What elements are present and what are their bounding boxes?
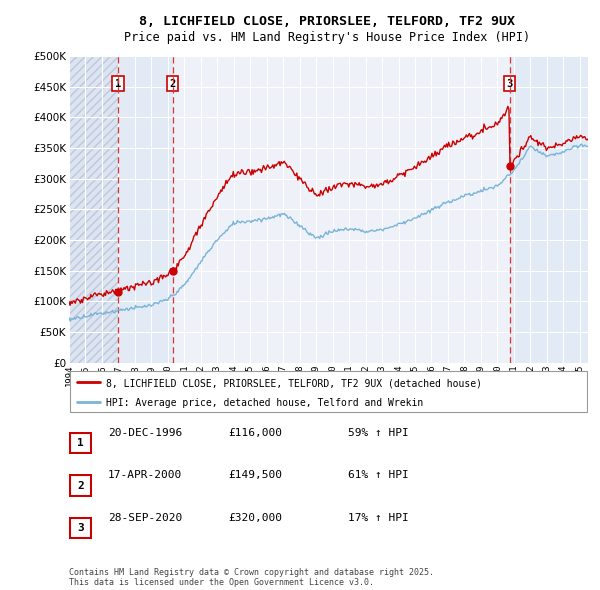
Text: 61% ↑ HPI: 61% ↑ HPI — [348, 470, 409, 480]
Text: 59% ↑ HPI: 59% ↑ HPI — [348, 428, 409, 438]
FancyBboxPatch shape — [70, 518, 91, 538]
Bar — [118, 56, 173, 363]
Text: 17-APR-2000: 17-APR-2000 — [108, 470, 182, 480]
Text: 17% ↑ HPI: 17% ↑ HPI — [348, 513, 409, 523]
FancyBboxPatch shape — [70, 371, 587, 412]
Text: 28-SEP-2020: 28-SEP-2020 — [108, 513, 182, 523]
Text: HPI: Average price, detached house, Telford and Wrekin: HPI: Average price, detached house, Telf… — [106, 398, 424, 408]
Text: £116,000: £116,000 — [228, 428, 282, 438]
Text: Contains HM Land Registry data © Crown copyright and database right 2025.: Contains HM Land Registry data © Crown c… — [69, 568, 434, 577]
Text: 8, LICHFIELD CLOSE, PRIORSLEE, TELFORD, TF2 9UX (detached house): 8, LICHFIELD CLOSE, PRIORSLEE, TELFORD, … — [106, 378, 482, 388]
Text: 8, LICHFIELD CLOSE, PRIORSLEE, TELFORD, TF2 9UX: 8, LICHFIELD CLOSE, PRIORSLEE, TELFORD, … — [139, 15, 515, 28]
Text: £149,500: £149,500 — [228, 470, 282, 480]
Text: 2: 2 — [170, 78, 176, 88]
Bar — [69, 56, 118, 363]
Text: £320,000: £320,000 — [228, 513, 282, 523]
FancyBboxPatch shape — [70, 476, 91, 496]
Bar — [509, 56, 588, 363]
Text: 3: 3 — [506, 78, 512, 88]
Text: 1: 1 — [77, 438, 84, 448]
Text: 1: 1 — [115, 78, 121, 88]
Text: 2: 2 — [77, 481, 84, 490]
Text: Price paid vs. HM Land Registry's House Price Index (HPI): Price paid vs. HM Land Registry's House … — [124, 31, 530, 44]
Text: 3: 3 — [77, 523, 84, 533]
Text: 20-DEC-1996: 20-DEC-1996 — [108, 428, 182, 438]
FancyBboxPatch shape — [70, 433, 91, 453]
Text: This data is licensed under the Open Government Licence v3.0.: This data is licensed under the Open Gov… — [69, 578, 374, 587]
Bar — [69, 56, 118, 363]
